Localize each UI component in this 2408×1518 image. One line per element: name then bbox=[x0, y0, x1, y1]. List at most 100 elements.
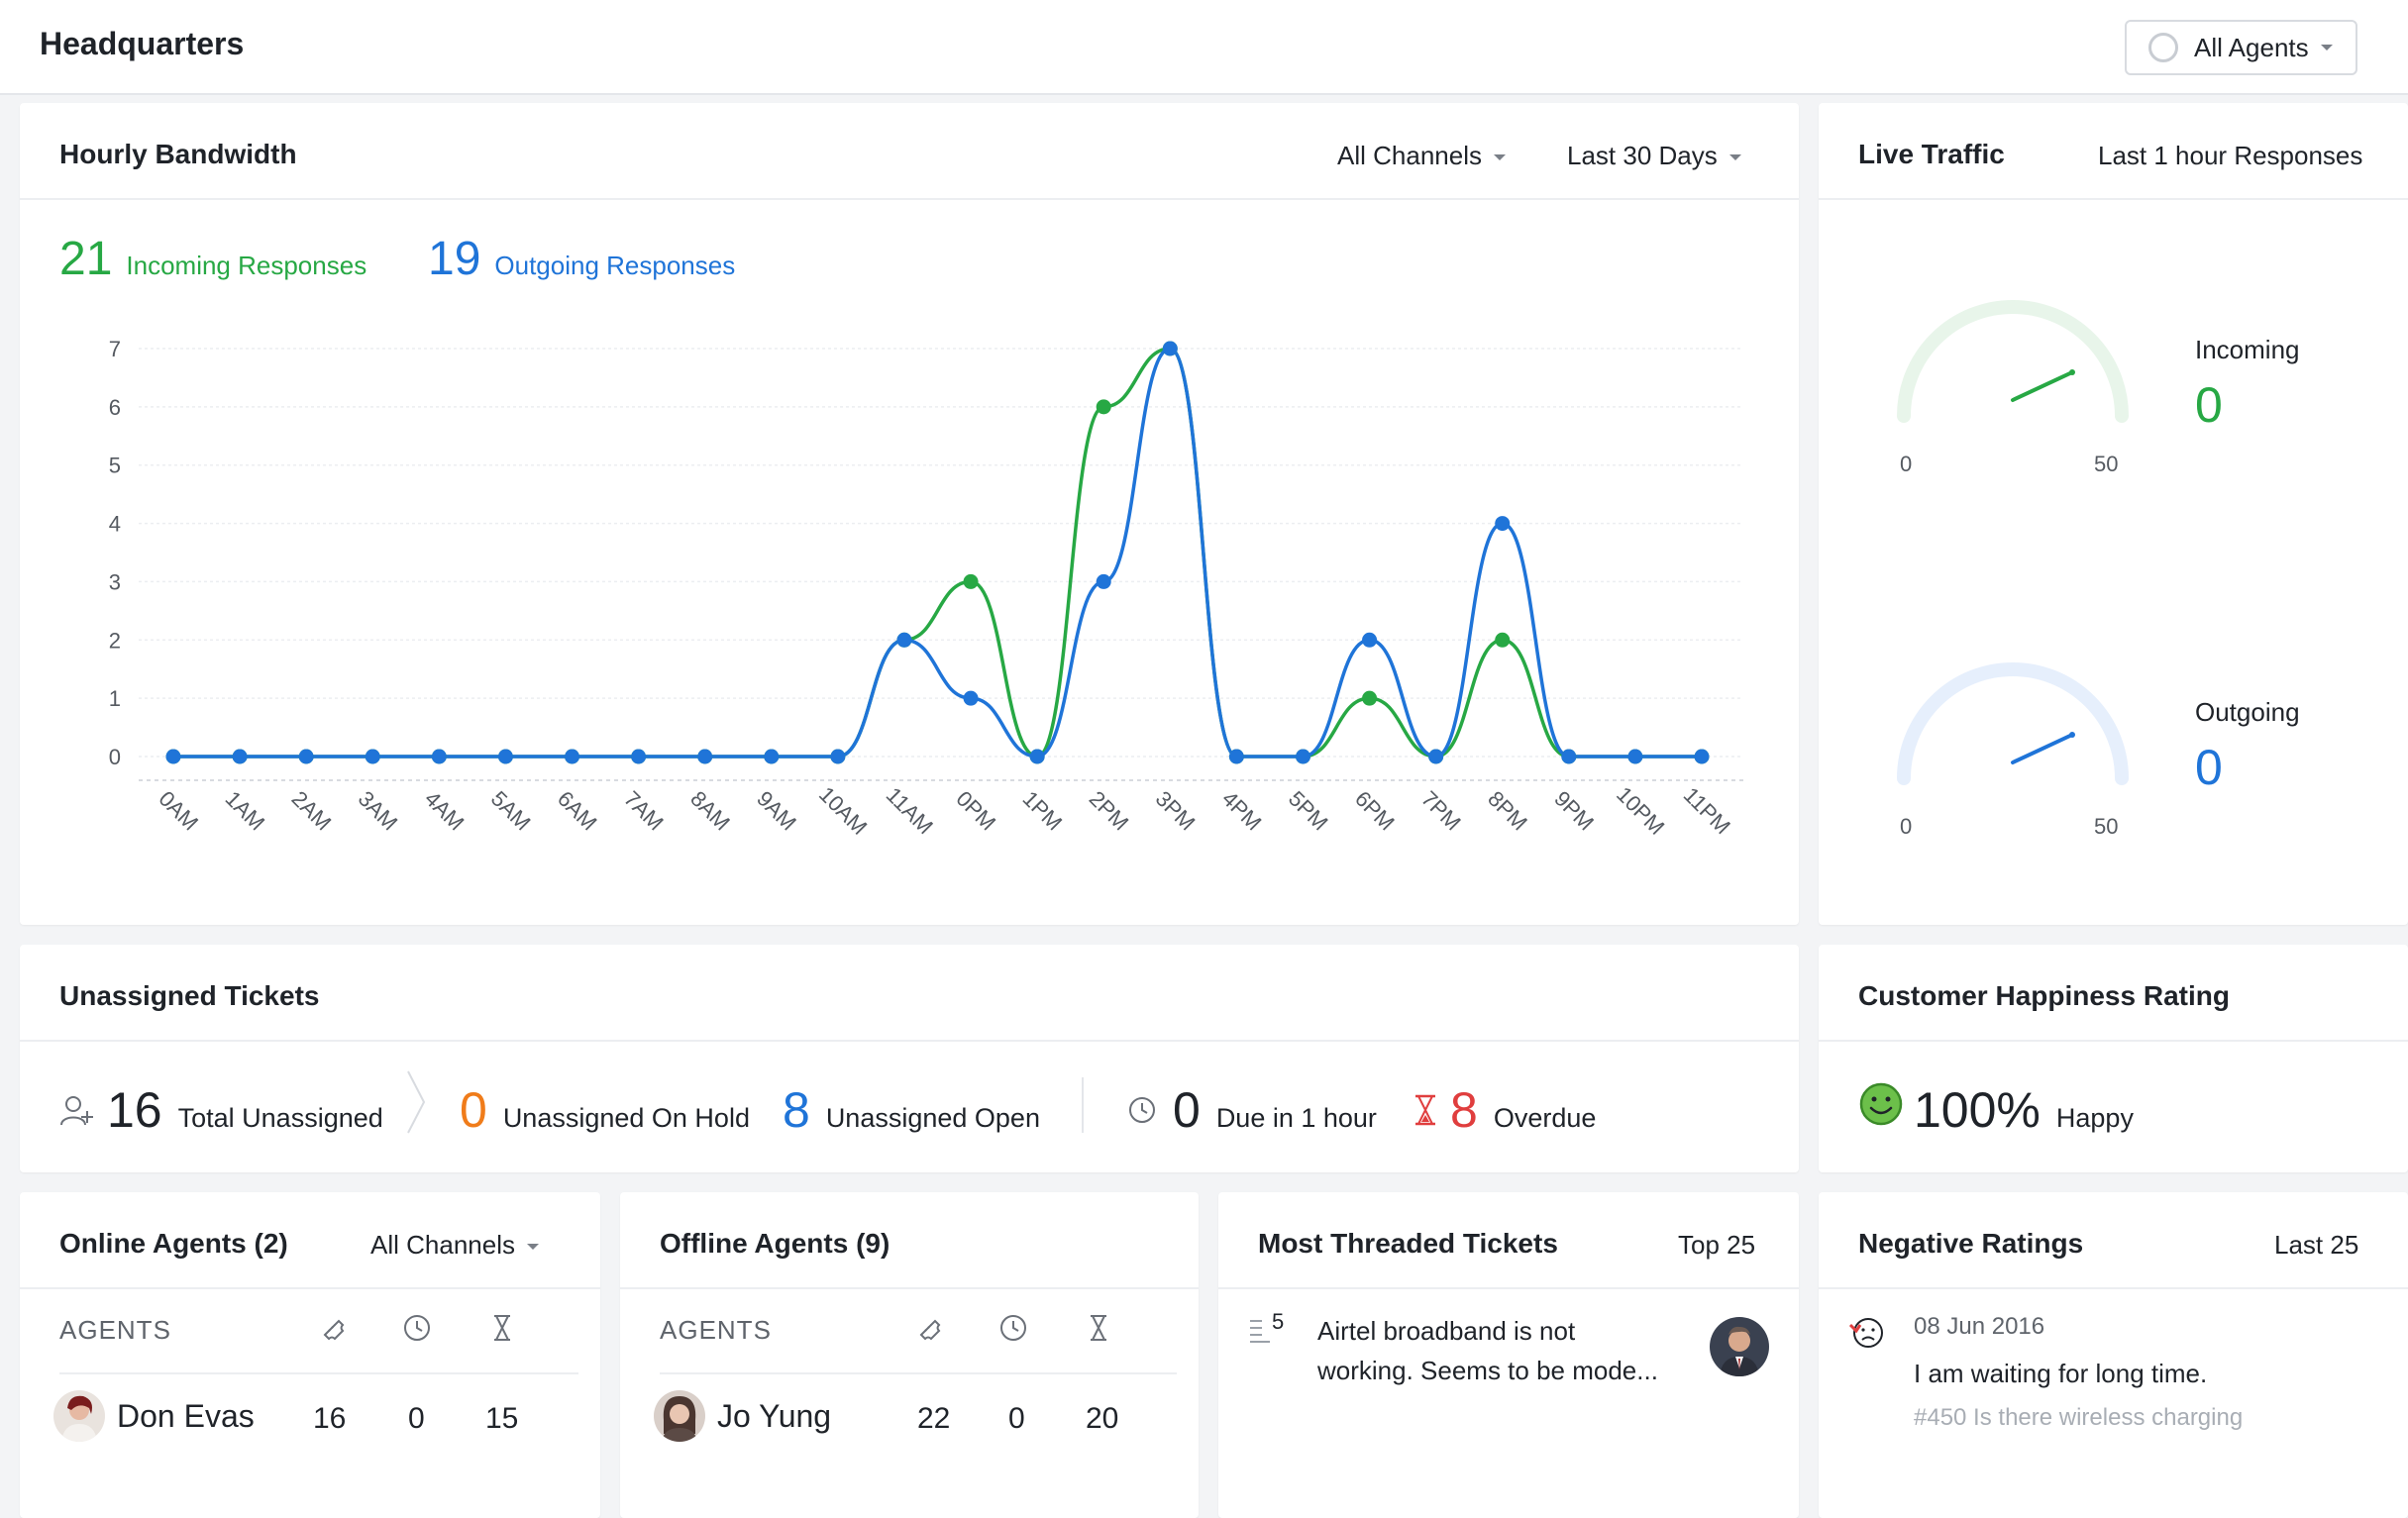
data-point-outgoing bbox=[697, 749, 713, 764]
due-in-1-hour[interactable]: 0 Due in 1 hour bbox=[1173, 1081, 1377, 1139]
x-tick-label: 3PM bbox=[1151, 786, 1201, 836]
chevron-down-icon bbox=[526, 1244, 539, 1251]
data-point-outgoing bbox=[963, 690, 979, 706]
agent-row[interactable]: Jo Yung bbox=[654, 1390, 831, 1442]
card-title: Unassigned Tickets bbox=[59, 980, 320, 1011]
channel-filter-dropdown[interactable]: All Channels bbox=[1337, 141, 1506, 171]
data-point-incoming bbox=[1495, 632, 1511, 648]
card-header: Online Agents (2) All Channels bbox=[20, 1192, 600, 1289]
hourly-bandwidth-card: Hourly Bandwidth All Channels Last 30 Da… bbox=[20, 103, 1799, 925]
offline-agents-card: Offline Agents (9) AGENTS Jo Yung 22 0 2… bbox=[620, 1192, 1199, 1518]
happiness-label: Happy bbox=[2055, 1103, 2134, 1133]
data-point-incoming bbox=[963, 573, 979, 589]
data-point-outgoing bbox=[1228, 749, 1244, 764]
data-point-outgoing bbox=[764, 749, 780, 764]
outgoing-count: 19 bbox=[428, 233, 481, 285]
total-unassigned-label: Total Unassigned bbox=[177, 1103, 383, 1133]
clock-icon bbox=[1000, 1315, 1026, 1341]
x-tick-label: 4PM bbox=[1217, 786, 1267, 836]
thread-count: 5 bbox=[1272, 1309, 1285, 1334]
thread-subject-line2: working. Seems to be mode... bbox=[1317, 1356, 1658, 1385]
agent-filter-dropdown[interactable]: All Agents bbox=[2125, 20, 2357, 75]
unassigned-on-hold[interactable]: 0 Unassigned On Hold bbox=[460, 1081, 750, 1139]
thread-subject-line1: Airtel broadband is not bbox=[1317, 1316, 1576, 1346]
incoming-summary[interactable]: 21 Incoming Responses bbox=[59, 232, 366, 286]
outgoing-gauge-min: 0 bbox=[1900, 814, 1913, 839]
range-filter-dropdown[interactable]: Last 30 Days bbox=[1567, 141, 1741, 171]
y-tick-label: 6 bbox=[109, 395, 121, 420]
y-tick-label: 0 bbox=[109, 745, 121, 769]
data-point-outgoing bbox=[565, 749, 580, 764]
row-divider bbox=[59, 1372, 578, 1374]
hourglass-icon bbox=[1415, 1094, 1435, 1126]
outgoing-gauge-max: 50 bbox=[2094, 814, 2119, 839]
negative-range: Last 25 bbox=[2274, 1230, 2359, 1260]
clock-icon bbox=[1129, 1097, 1155, 1123]
y-tick-label: 4 bbox=[109, 512, 121, 537]
unassigned-tickets-card: Unassigned Tickets 16 Total Unassigned 0… bbox=[20, 945, 1799, 1172]
agent-ticket-count: 16 bbox=[313, 1402, 347, 1435]
live-traffic-card: Live Traffic Last 1 hour Responses 0 50 … bbox=[1819, 103, 2408, 925]
incoming-gauge-label: Incoming bbox=[2195, 335, 2300, 364]
due-count: 0 bbox=[1173, 1082, 1201, 1138]
online-channel-filter[interactable]: All Channels bbox=[370, 1230, 539, 1261]
x-tick-label: 9PM bbox=[1549, 786, 1599, 836]
hourglass-icon bbox=[494, 1315, 510, 1341]
happiness-summary[interactable]: 100% Happy bbox=[1914, 1081, 2134, 1139]
data-point-outgoing bbox=[1295, 749, 1310, 764]
total-unassigned[interactable]: 16 Total Unassigned bbox=[107, 1081, 383, 1139]
unassigned-open[interactable]: 8 Unassigned Open bbox=[783, 1081, 1040, 1139]
incoming-gauge-max: 50 bbox=[2094, 452, 2119, 476]
clock-icon bbox=[404, 1315, 430, 1341]
outgoing-label: Outgoing Responses bbox=[494, 251, 736, 280]
data-point-outgoing bbox=[1162, 341, 1178, 356]
agent-filter-label: All Agents bbox=[2194, 32, 2309, 62]
data-point-outgoing bbox=[1362, 632, 1378, 648]
rating-ticket-link[interactable]: #450 Is there wireless charging bbox=[1914, 1404, 2244, 1431]
agent-row[interactable]: Don Evas bbox=[53, 1390, 255, 1442]
data-point-outgoing bbox=[1627, 749, 1643, 764]
x-tick-label: 1AM bbox=[221, 786, 270, 836]
card-header: Offline Agents (9) bbox=[620, 1192, 1199, 1289]
x-tick-label: 7PM bbox=[1416, 786, 1466, 836]
negative-ratings-card: Negative Ratings Last 25 08 Jun 2016 I a… bbox=[1819, 1192, 2408, 1518]
x-tick-label: 8AM bbox=[685, 786, 735, 836]
threaded-range: Top 25 bbox=[1678, 1230, 1756, 1260]
card-title: Most Threaded Tickets bbox=[1258, 1228, 1558, 1259]
card-header: Live Traffic Last 1 hour Responses bbox=[1819, 103, 2408, 200]
y-tick-label: 1 bbox=[109, 686, 121, 711]
data-point-outgoing bbox=[497, 749, 513, 764]
x-tick-label: 8PM bbox=[1483, 786, 1532, 836]
x-tick-label: 2PM bbox=[1085, 786, 1134, 836]
x-tick-label: 0PM bbox=[952, 786, 1001, 836]
x-tick-label: 5PM bbox=[1284, 786, 1333, 836]
x-tick-label: 6AM bbox=[553, 786, 602, 836]
user-icon bbox=[2148, 33, 2178, 62]
card-header: Negative Ratings Last 25 bbox=[1819, 1192, 2408, 1289]
x-tick-label: 5AM bbox=[486, 786, 536, 836]
thread-list-icon bbox=[1250, 1320, 1270, 1343]
page-title: Headquarters bbox=[40, 26, 245, 61]
user-plus-icon bbox=[60, 1096, 93, 1126]
live-traffic-range: Last 1 hour Responses bbox=[2098, 141, 2363, 170]
data-point-outgoing bbox=[1428, 749, 1444, 764]
x-tick-label: 10PM bbox=[1612, 782, 1669, 840]
card-title: Customer Happiness Rating bbox=[1858, 980, 2230, 1011]
rating-message: I am waiting for long time. bbox=[1914, 1359, 2208, 1388]
avatar bbox=[53, 1390, 105, 1442]
customer-happiness-card: Customer Happiness Rating 100% Happy bbox=[1819, 945, 2408, 1172]
open-count: 8 bbox=[783, 1082, 810, 1138]
outgoing-gauge-label: Outgoing bbox=[2195, 697, 2300, 727]
chevron-down-icon bbox=[1728, 154, 1741, 161]
data-point-outgoing bbox=[830, 749, 846, 764]
outgoing-summary[interactable]: 19 Outgoing Responses bbox=[428, 232, 735, 286]
x-tick-label: 2AM bbox=[287, 786, 337, 836]
incoming-gauge-value: 0 bbox=[2195, 377, 2223, 433]
range-filter-label: Last 30 Days bbox=[1567, 141, 1718, 170]
top-bar: Headquarters All Agents bbox=[0, 0, 2408, 95]
overdue[interactable]: 8 Overdue bbox=[1450, 1081, 1596, 1139]
avatar bbox=[654, 1390, 705, 1442]
data-point-outgoing bbox=[165, 749, 181, 764]
divider bbox=[1082, 1077, 1084, 1133]
on-hold-count: 0 bbox=[460, 1082, 487, 1138]
